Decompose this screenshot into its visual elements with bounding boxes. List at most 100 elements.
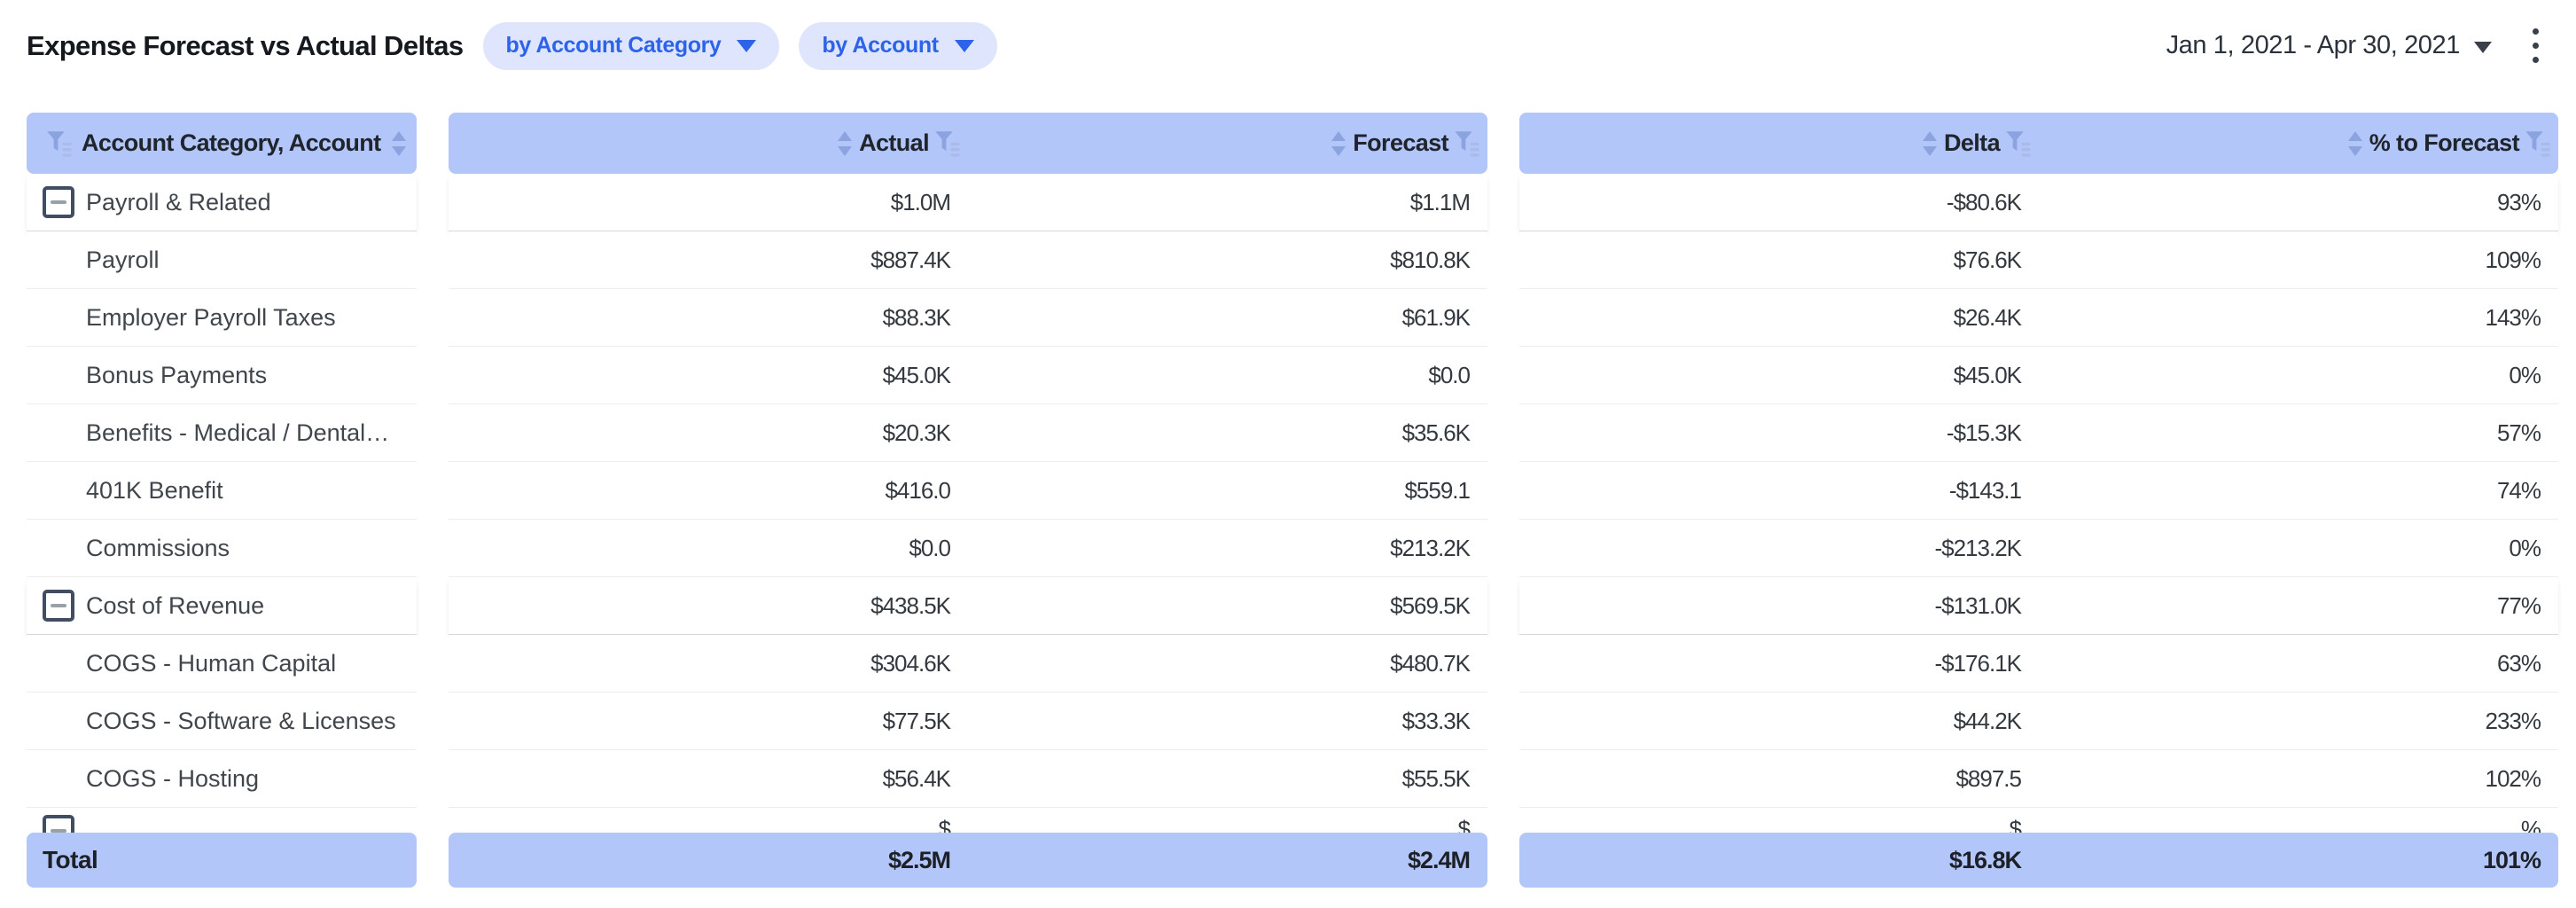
account-name: Cost of Revenue (86, 591, 265, 619)
actual-value: $ (938, 815, 952, 834)
account-name: Payroll & Related (86, 188, 271, 215)
column-header-account[interactable]: Account Category, Account (27, 113, 417, 174)
delta-value: $ (2009, 815, 2023, 834)
delta-value: -$143.1 (1948, 476, 2022, 504)
sort-icon[interactable] (1921, 130, 1939, 157)
filter-icon[interactable] (1454, 129, 1480, 158)
table-row-clipped: $ $ $ % (27, 808, 2576, 833)
table-row: Commissions $0.0 $213.2K -$213.2K 0% (27, 520, 2576, 577)
delta-value: -$80.6K (1946, 188, 2022, 215)
table-row: Employer Payroll Taxes $88.3K $61.9K $26… (27, 289, 2576, 347)
account-name: COGS - Hosting (86, 764, 260, 792)
forecast-value: $569.5K (1390, 591, 1471, 619)
account-name: COGS - Software & Licenses (86, 707, 396, 734)
pct-value: 93% (2496, 188, 2541, 215)
table-row: Payroll $887.4K $810.8K $76.6K 109% (27, 231, 2576, 289)
actual-value: $45.0K (882, 361, 951, 388)
account-name: Commissions (86, 534, 230, 561)
forecast-value: $810.8K (1390, 246, 1471, 273)
forecast-value: $35.6K (1401, 419, 1471, 446)
column-header-delta[interactable]: Delta (1519, 129, 2039, 158)
pct-value: 74% (2496, 476, 2541, 504)
table-row: Cost of Revenue $438.5K $569.5K -$131.0K… (27, 577, 2576, 635)
total-forecast-value: $2.4M (1407, 846, 1471, 873)
table-row: 401K Benefit $416.0 $559.1 -$143.1 74% (27, 462, 2576, 520)
kebab-menu-button[interactable] (2527, 23, 2544, 68)
delta-value: -$213.2K (1934, 534, 2022, 561)
table-row: COGS - Software & Licenses $77.5K $33.3K… (27, 693, 2576, 750)
filter-icon[interactable] (2005, 129, 2032, 158)
column-header-actual[interactable]: Actual (449, 129, 968, 158)
total-pct-value: 101% (2482, 846, 2541, 873)
chevron-down-icon (2474, 42, 2492, 53)
total-delta-value: $16.8K (1948, 846, 2022, 873)
forecast-value: $0.0 (1428, 361, 1471, 388)
pct-value: 0% (2509, 534, 2541, 561)
collapse-toggle[interactable] (43, 815, 74, 833)
actual-value: $438.5K (870, 591, 951, 619)
delta-value: -$176.1K (1934, 649, 2022, 677)
pct-value: % (2520, 815, 2541, 834)
date-range-label: Jan 1, 2021 - Apr 30, 2021 (2166, 31, 2461, 59)
sort-icon[interactable] (2346, 130, 2364, 157)
page-title: Expense Forecast vs Actual Deltas (27, 29, 464, 61)
table-row: COGS - Human Capital $304.6K $480.7K -$1… (27, 635, 2576, 693)
forecast-value: $213.2K (1390, 534, 1471, 561)
pct-value: 109% (2485, 246, 2541, 273)
account-name: Employer Payroll Taxes (86, 303, 336, 331)
delta-value: $45.0K (1953, 361, 2022, 388)
actual-value: $77.5K (882, 707, 951, 734)
actual-value: $88.3K (882, 303, 951, 331)
column-header-label: Account Category, Account (82, 129, 381, 156)
column-header-label: Forecast (1353, 129, 1448, 156)
forecast-value: $33.3K (1401, 707, 1471, 734)
table-row: COGS - Hosting $56.4K $55.5K $897.5 102% (27, 750, 2576, 808)
column-header-pct-to-forecast[interactable]: % to Forecast (2039, 129, 2558, 158)
chip-label: by Account Category (505, 33, 722, 58)
actual-value: $56.4K (882, 764, 951, 792)
filter-icon[interactable] (46, 129, 73, 158)
widget-header: Expense Forecast vs Actual Deltas by Acc… (0, 0, 2576, 91)
forecast-value: $55.5K (1401, 764, 1471, 792)
sort-icon[interactable] (836, 130, 854, 157)
delta-value: -$131.0K (1934, 591, 2022, 619)
table-row: Payroll & Related $1.0M $1.1M -$80.6K 93… (27, 174, 2576, 231)
forecast-value: $559.1 (1404, 476, 1471, 504)
account-name: COGS - Human Capital (86, 649, 337, 677)
account-name: Benefits - Medical / Dental… (86, 419, 390, 446)
actual-value: $20.3K (882, 419, 951, 446)
column-header-label: % to Forecast (2369, 129, 2520, 156)
group-by-account-chip[interactable]: by Account (799, 21, 997, 70)
group-by-account-category-chip[interactable]: by Account Category (482, 21, 780, 70)
forecast-value: $61.9K (1401, 303, 1471, 331)
pct-value: 57% (2496, 419, 2541, 446)
account-name: 401K Benefit (86, 476, 223, 504)
table-header-row: Account Category, Account Actual (27, 113, 2576, 174)
chevron-down-icon (954, 39, 974, 52)
sort-icon[interactable] (390, 130, 408, 157)
filter-icon[interactable] (2525, 129, 2551, 158)
column-header-label: Actual (859, 129, 930, 156)
actual-value: $1.0M (890, 188, 951, 215)
filter-icon[interactable] (934, 129, 961, 158)
table-row: Benefits - Medical / Dental… $20.3K $35.… (27, 404, 2576, 462)
pct-value: 102% (2485, 764, 2541, 792)
forecast-value: $480.7K (1390, 649, 1471, 677)
collapse-toggle[interactable] (43, 590, 74, 622)
actual-value: $304.6K (870, 649, 951, 677)
account-name: Bonus Payments (86, 361, 268, 388)
forecast-value: $ (1457, 815, 1471, 834)
date-range-selector[interactable]: Jan 1, 2021 - Apr 30, 2021 (2166, 31, 2492, 60)
collapse-toggle[interactable] (43, 186, 74, 218)
table-total-row: Total $2.5M $2.4M $16.8K 101% (27, 833, 2576, 888)
pct-value: 77% (2496, 591, 2541, 619)
column-header-forecast[interactable]: Forecast (968, 129, 1487, 158)
pct-value: 63% (2496, 649, 2541, 677)
delta-value: $44.2K (1953, 707, 2022, 734)
actual-value: $0.0 (909, 534, 951, 561)
delta-value: $26.4K (1953, 303, 2022, 331)
actual-value: $887.4K (870, 246, 951, 273)
sort-icon[interactable] (1330, 130, 1347, 157)
total-actual-value: $2.5M (887, 846, 951, 873)
column-header-label: Delta (1943, 129, 2001, 156)
